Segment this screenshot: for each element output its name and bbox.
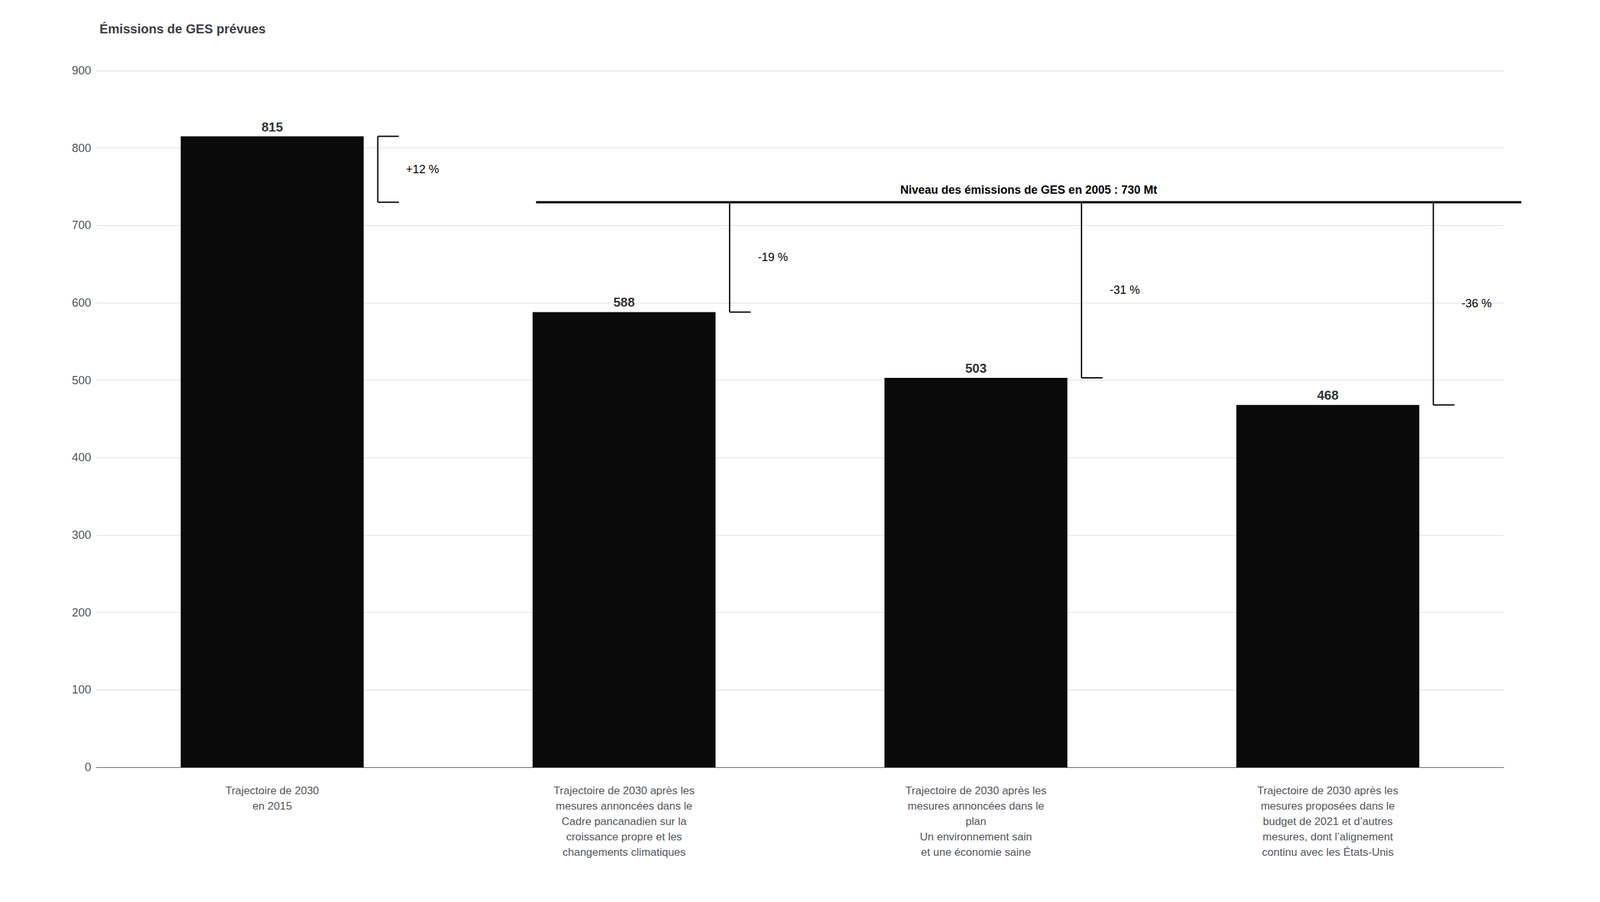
- svg-text:en 2015: en 2015: [252, 800, 292, 813]
- svg-text:Trajectoire de 2030 après les: Trajectoire de 2030 après les: [553, 784, 696, 798]
- svg-text:503: 503: [965, 361, 987, 376]
- svg-text:Niveau des émissions de GES en: Niveau des émissions de GES en 2005 : 73…: [900, 183, 1158, 197]
- svg-text:Cadre pancanadien sur la: Cadre pancanadien sur la: [561, 815, 687, 828]
- svg-text:mesures annoncées dans le: mesures annoncées dans le: [555, 800, 693, 813]
- svg-text:815: 815: [261, 120, 283, 135]
- svg-text:et une économie saine: et une économie saine: [920, 846, 1031, 859]
- svg-text:+12 %: +12 %: [405, 163, 439, 176]
- svg-text:588: 588: [613, 295, 635, 310]
- svg-text:0: 0: [84, 761, 92, 775]
- svg-text:-31 %: -31 %: [1109, 283, 1140, 297]
- svg-text:200: 200: [71, 606, 92, 620]
- svg-text:croissance propre et les: croissance propre et les: [566, 831, 682, 844]
- svg-text:500: 500: [71, 374, 92, 388]
- svg-text:Trajectoire de 2030 après les: Trajectoire de 2030 après les: [905, 784, 1047, 798]
- svg-text:700: 700: [71, 218, 92, 232]
- svg-text:-19 %: -19 %: [757, 250, 789, 264]
- svg-text:100: 100: [71, 683, 92, 697]
- svg-text:budget de 2021 et d’autres: budget de 2021 et d’autres: [1263, 815, 1393, 828]
- svg-text:800: 800: [71, 141, 92, 155]
- svg-text:Émissions de GES prévues: Émissions de GES prévues: [99, 21, 266, 36]
- svg-text:Un environnement sain: Un environnement sain: [919, 831, 1033, 844]
- svg-text:600: 600: [71, 296, 92, 310]
- svg-text:Trajectoire de 2030: Trajectoire de 2030: [225, 784, 319, 798]
- svg-text:mesures proposées dans le: mesures proposées dans le: [1260, 800, 1395, 813]
- svg-text:plan: plan: [965, 815, 987, 828]
- svg-text:900: 900: [71, 64, 92, 78]
- svg-text:300: 300: [71, 528, 92, 542]
- svg-text:468: 468: [1316, 388, 1339, 403]
- svg-text:mesures annoncées dans le: mesures annoncées dans le: [907, 800, 1045, 813]
- svg-text:changements climatiques: changements climatiques: [562, 846, 686, 859]
- svg-text:continu avec les États-Unis: continu avec les États-Unis: [1261, 846, 1394, 859]
- svg-text:Trajectoire de 2030 après les: Trajectoire de 2030 après les: [1257, 784, 1399, 798]
- svg-text:mesures, dont l’alignement: mesures, dont l’alignement: [1262, 831, 1393, 844]
- svg-text:400: 400: [71, 451, 92, 465]
- svg-text:-36 %: -36 %: [1461, 297, 1492, 310]
